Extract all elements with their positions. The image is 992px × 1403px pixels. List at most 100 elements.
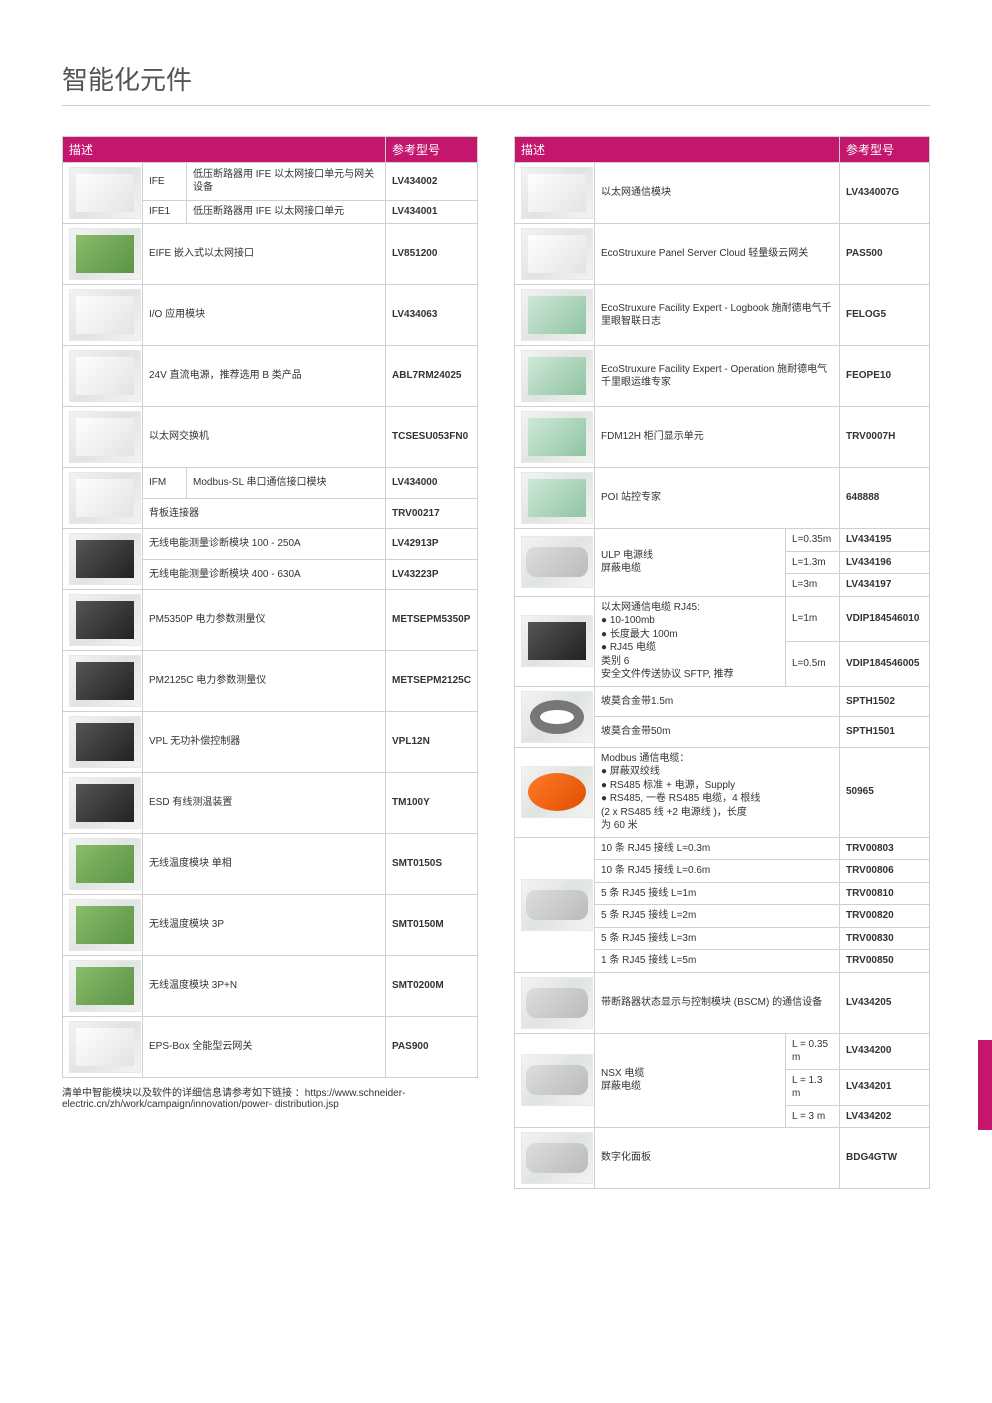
ref-code-cell: FELOG5 [840,285,930,346]
desc-cell: ULP 电源线 屏蔽电缆 [595,529,786,597]
product-image-icon [69,533,141,585]
table-row: Modbus 通信电缆： ● 屏蔽双绞线 ● RS485 标准 + 电源，Sup… [515,747,930,837]
desc-cell: ESD 有线测温装置 [143,773,386,834]
product-image-icon [69,228,141,280]
product-image-icon [69,594,141,646]
ref-code-cell: PAS900 [386,1017,478,1078]
product-image-cell [515,407,595,468]
product-image-cell [515,1033,595,1128]
product-image-cell [515,837,595,972]
product-image-cell [63,773,143,834]
product-image-icon [521,536,593,588]
table-row: EPS-Box 全能型云网关PAS900 [63,1017,478,1078]
desc-cell: 以太网交换机 [143,407,386,468]
table-row: EcoStruxure Facility Expert - Operation … [515,346,930,407]
ref-code-cell: SPTH1501 [840,717,930,748]
table-row: EIFE 嵌入式以太网接口LV851200 [63,224,478,285]
table-row: 以太网交换机TCSESU053FN0 [63,407,478,468]
ref-code-cell: LV434200 [840,1033,930,1069]
left-header-desc: 描述 [63,137,386,163]
ref-code-cell: LV434195 [840,529,930,552]
product-image-cell [63,712,143,773]
product-image-cell [63,163,143,224]
product-image-icon [69,655,141,707]
table-row: ULP 电源线 屏蔽电缆L=0.35mLV434195 [515,529,930,552]
desc-cell: 低压断路器用 IFE 以太网接口单元与网关设备 [187,163,386,201]
product-image-cell [515,596,595,686]
right-column: 描述 参考型号 以太网通信模块LV434007GEcoStruxure Pane… [514,136,930,1189]
product-image-icon [69,960,141,1012]
desc-cell: EcoStruxure Facility Expert - Logbook 施耐… [595,285,840,346]
ref-code-cell: TRV00803 [840,837,930,860]
ref-code-cell: LV434007G [840,163,930,224]
product-image-cell [63,895,143,956]
product-image-icon [69,777,141,829]
product-image-icon [521,411,593,463]
product-image-icon [521,691,593,743]
desc-cell: 5 条 RJ45 接线 L=3m [595,927,840,950]
product-image-icon [521,167,593,219]
product-image-icon [521,766,593,818]
ref-code-cell: TM100Y [386,773,478,834]
two-column-layout: 描述 参考型号 IFE低压断路器用 IFE 以太网接口单元与网关设备LV4340… [62,136,930,1189]
desc-cell: I/O 应用模块 [143,285,386,346]
product-image-icon [69,289,141,341]
length-cell: L=3m [785,574,839,597]
product-image-cell [63,1017,143,1078]
table-row: 带断路器状态显示与控制模块 (BSCM) 的通信设备LV434205 [515,972,930,1033]
product-image-cell [63,224,143,285]
ref-code-cell: TRV00850 [840,950,930,973]
ref-code-cell: TRV00830 [840,927,930,950]
ref-code-cell: TRV00217 [386,498,478,529]
ref-code-cell: FEOPE10 [840,346,930,407]
product-image-icon [69,899,141,951]
ref-code-cell: SPTH1502 [840,686,930,717]
side-tab-marker [978,1040,992,1130]
desc-cell: 无线电能测量诊断模块 400 - 630A [143,559,386,590]
product-image-icon [521,977,593,1029]
product-image-cell [63,407,143,468]
product-image-cell [63,346,143,407]
table-row: FDM12H 柜门显示单元TRV0007H [515,407,930,468]
product-image-cell [515,163,595,224]
product-image-icon [69,167,141,219]
length-cell: L = 0.35 m [785,1033,839,1069]
ref-code-cell: LV434201 [840,1069,930,1105]
ref-code-cell: 50965 [840,747,930,837]
right-header-desc: 描述 [515,137,840,163]
table-row: 无线温度模块 3PSMT0150M [63,895,478,956]
ref-code-cell: TRV00820 [840,905,930,928]
page-title: 智能化元件 [62,60,930,97]
product-image-cell [63,651,143,712]
product-image-icon [521,472,593,524]
desc-cell: PM5350P 电力参数测量仪 [143,590,386,651]
table-row: 10 条 RJ45 接线 L=0.3mTRV00803 [515,837,930,860]
ref-code-cell: PAS500 [840,224,930,285]
product-image-icon [69,472,141,524]
product-image-icon [521,289,593,341]
product-image-icon [69,716,141,768]
table-row: IFMModbus-SL 串口通信接口模块LV434000 [63,468,478,499]
desc-cell: EcoStruxure Panel Server Cloud 轻量级云网关 [595,224,840,285]
table-row: PM5350P 电力参数测量仪METSEPM5350P [63,590,478,651]
desc-cell: 10 条 RJ45 接线 L=0.3m [595,837,840,860]
table-row: 24V 直流电源，推荐选用 B 类产品ABL7RM24025 [63,346,478,407]
product-image-icon [521,879,593,931]
ref-code-cell: ABL7RM24025 [386,346,478,407]
desc-cell: 背板连接器 [143,498,386,529]
right-header-ref: 参考型号 [840,137,930,163]
desc-cell: 无线温度模块 3P [143,895,386,956]
right-component-table: 描述 参考型号 以太网通信模块LV434007GEcoStruxure Pane… [514,136,930,1189]
table-row: EcoStruxure Panel Server Cloud 轻量级云网关PAS… [515,224,930,285]
desc-cell: 无线温度模块 单相 [143,834,386,895]
ref-code-cell: LV434001 [386,200,478,223]
ref-code-cell: VDIP184546010 [840,596,930,641]
label-cell: IFE1 [143,200,187,223]
product-image-cell [515,972,595,1033]
ref-code-cell: SMT0200M [386,956,478,1017]
ref-code-cell: LV851200 [386,224,478,285]
ref-code-cell: LV434000 [386,468,478,499]
label-cell: IFE [143,163,187,201]
table-row: 坡莫合金带1.5mSPTH1502 [515,686,930,717]
desc-cell: 24V 直流电源，推荐选用 B 类产品 [143,346,386,407]
